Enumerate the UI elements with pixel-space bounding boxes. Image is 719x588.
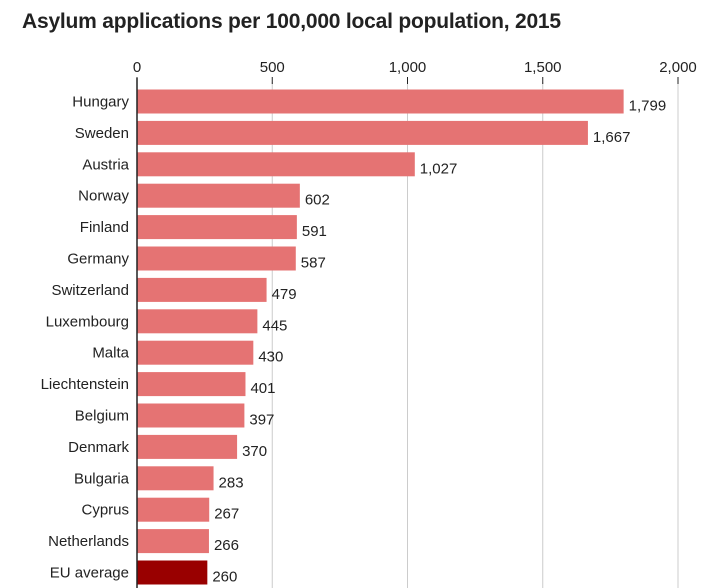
chart-title: Asylum applications per 100,000 local po… (22, 10, 561, 33)
category-label: Denmark (68, 439, 129, 456)
bars (137, 89, 624, 585)
bar (137, 246, 296, 271)
bar (137, 340, 254, 365)
x-tick-label: 2,000 (659, 59, 697, 76)
category-label: Belgium (75, 408, 129, 425)
labels: 0 500 1,000 1,500 2,000 Hungary 1,799 Sweden 1,6… (41, 59, 697, 586)
bar (137, 434, 238, 459)
bar (137, 466, 214, 491)
category-label: EU average (50, 565, 129, 582)
category-label: Germany (67, 251, 129, 268)
value-label: 401 (250, 380, 275, 397)
bar (137, 372, 246, 397)
category-label: Netherlands (48, 533, 129, 550)
bar (137, 89, 624, 114)
value-label: 266 (214, 537, 239, 554)
value-label: 1,027 (420, 160, 458, 177)
category-label: Norway (78, 188, 129, 205)
category-label: Malta (92, 345, 129, 362)
value-label: 602 (305, 192, 330, 209)
category-label: Finland (80, 219, 129, 236)
category-label: Switzerland (51, 282, 129, 299)
value-label: 1,799 (629, 98, 667, 115)
value-label: 370 (242, 443, 267, 460)
category-label: Luxembourg (46, 313, 129, 330)
value-label: 397 (249, 412, 274, 429)
bar (137, 183, 300, 208)
bar (137, 120, 588, 145)
bar (137, 152, 415, 177)
value-label: 587 (301, 255, 326, 272)
value-label: 445 (262, 317, 287, 334)
bar (137, 309, 258, 334)
value-label: 430 (258, 349, 283, 366)
bar (137, 403, 245, 428)
category-label: Hungary (72, 94, 129, 111)
value-label: 479 (272, 286, 297, 303)
value-label: 260 (212, 569, 237, 586)
value-label: 591 (302, 223, 327, 240)
axes (136, 77, 679, 588)
bar (137, 277, 267, 302)
x-tick-label: 0 (133, 59, 141, 76)
category-label: Cyprus (81, 502, 129, 519)
bar (137, 497, 210, 522)
x-tick-label: 1,500 (524, 59, 562, 76)
category-label: Liechtenstein (41, 376, 129, 393)
x-tick-label: 1,000 (389, 59, 427, 76)
category-label: Bulgaria (74, 470, 130, 487)
value-label: 267 (214, 506, 239, 523)
x-tick-label: 500 (260, 59, 285, 76)
bar (137, 529, 209, 554)
bar (137, 215, 297, 240)
category-label: Sweden (75, 125, 129, 142)
bar (137, 560, 208, 585)
value-label: 1,667 (593, 129, 631, 146)
value-label: 283 (219, 474, 244, 491)
category-label: Austria (82, 156, 129, 173)
